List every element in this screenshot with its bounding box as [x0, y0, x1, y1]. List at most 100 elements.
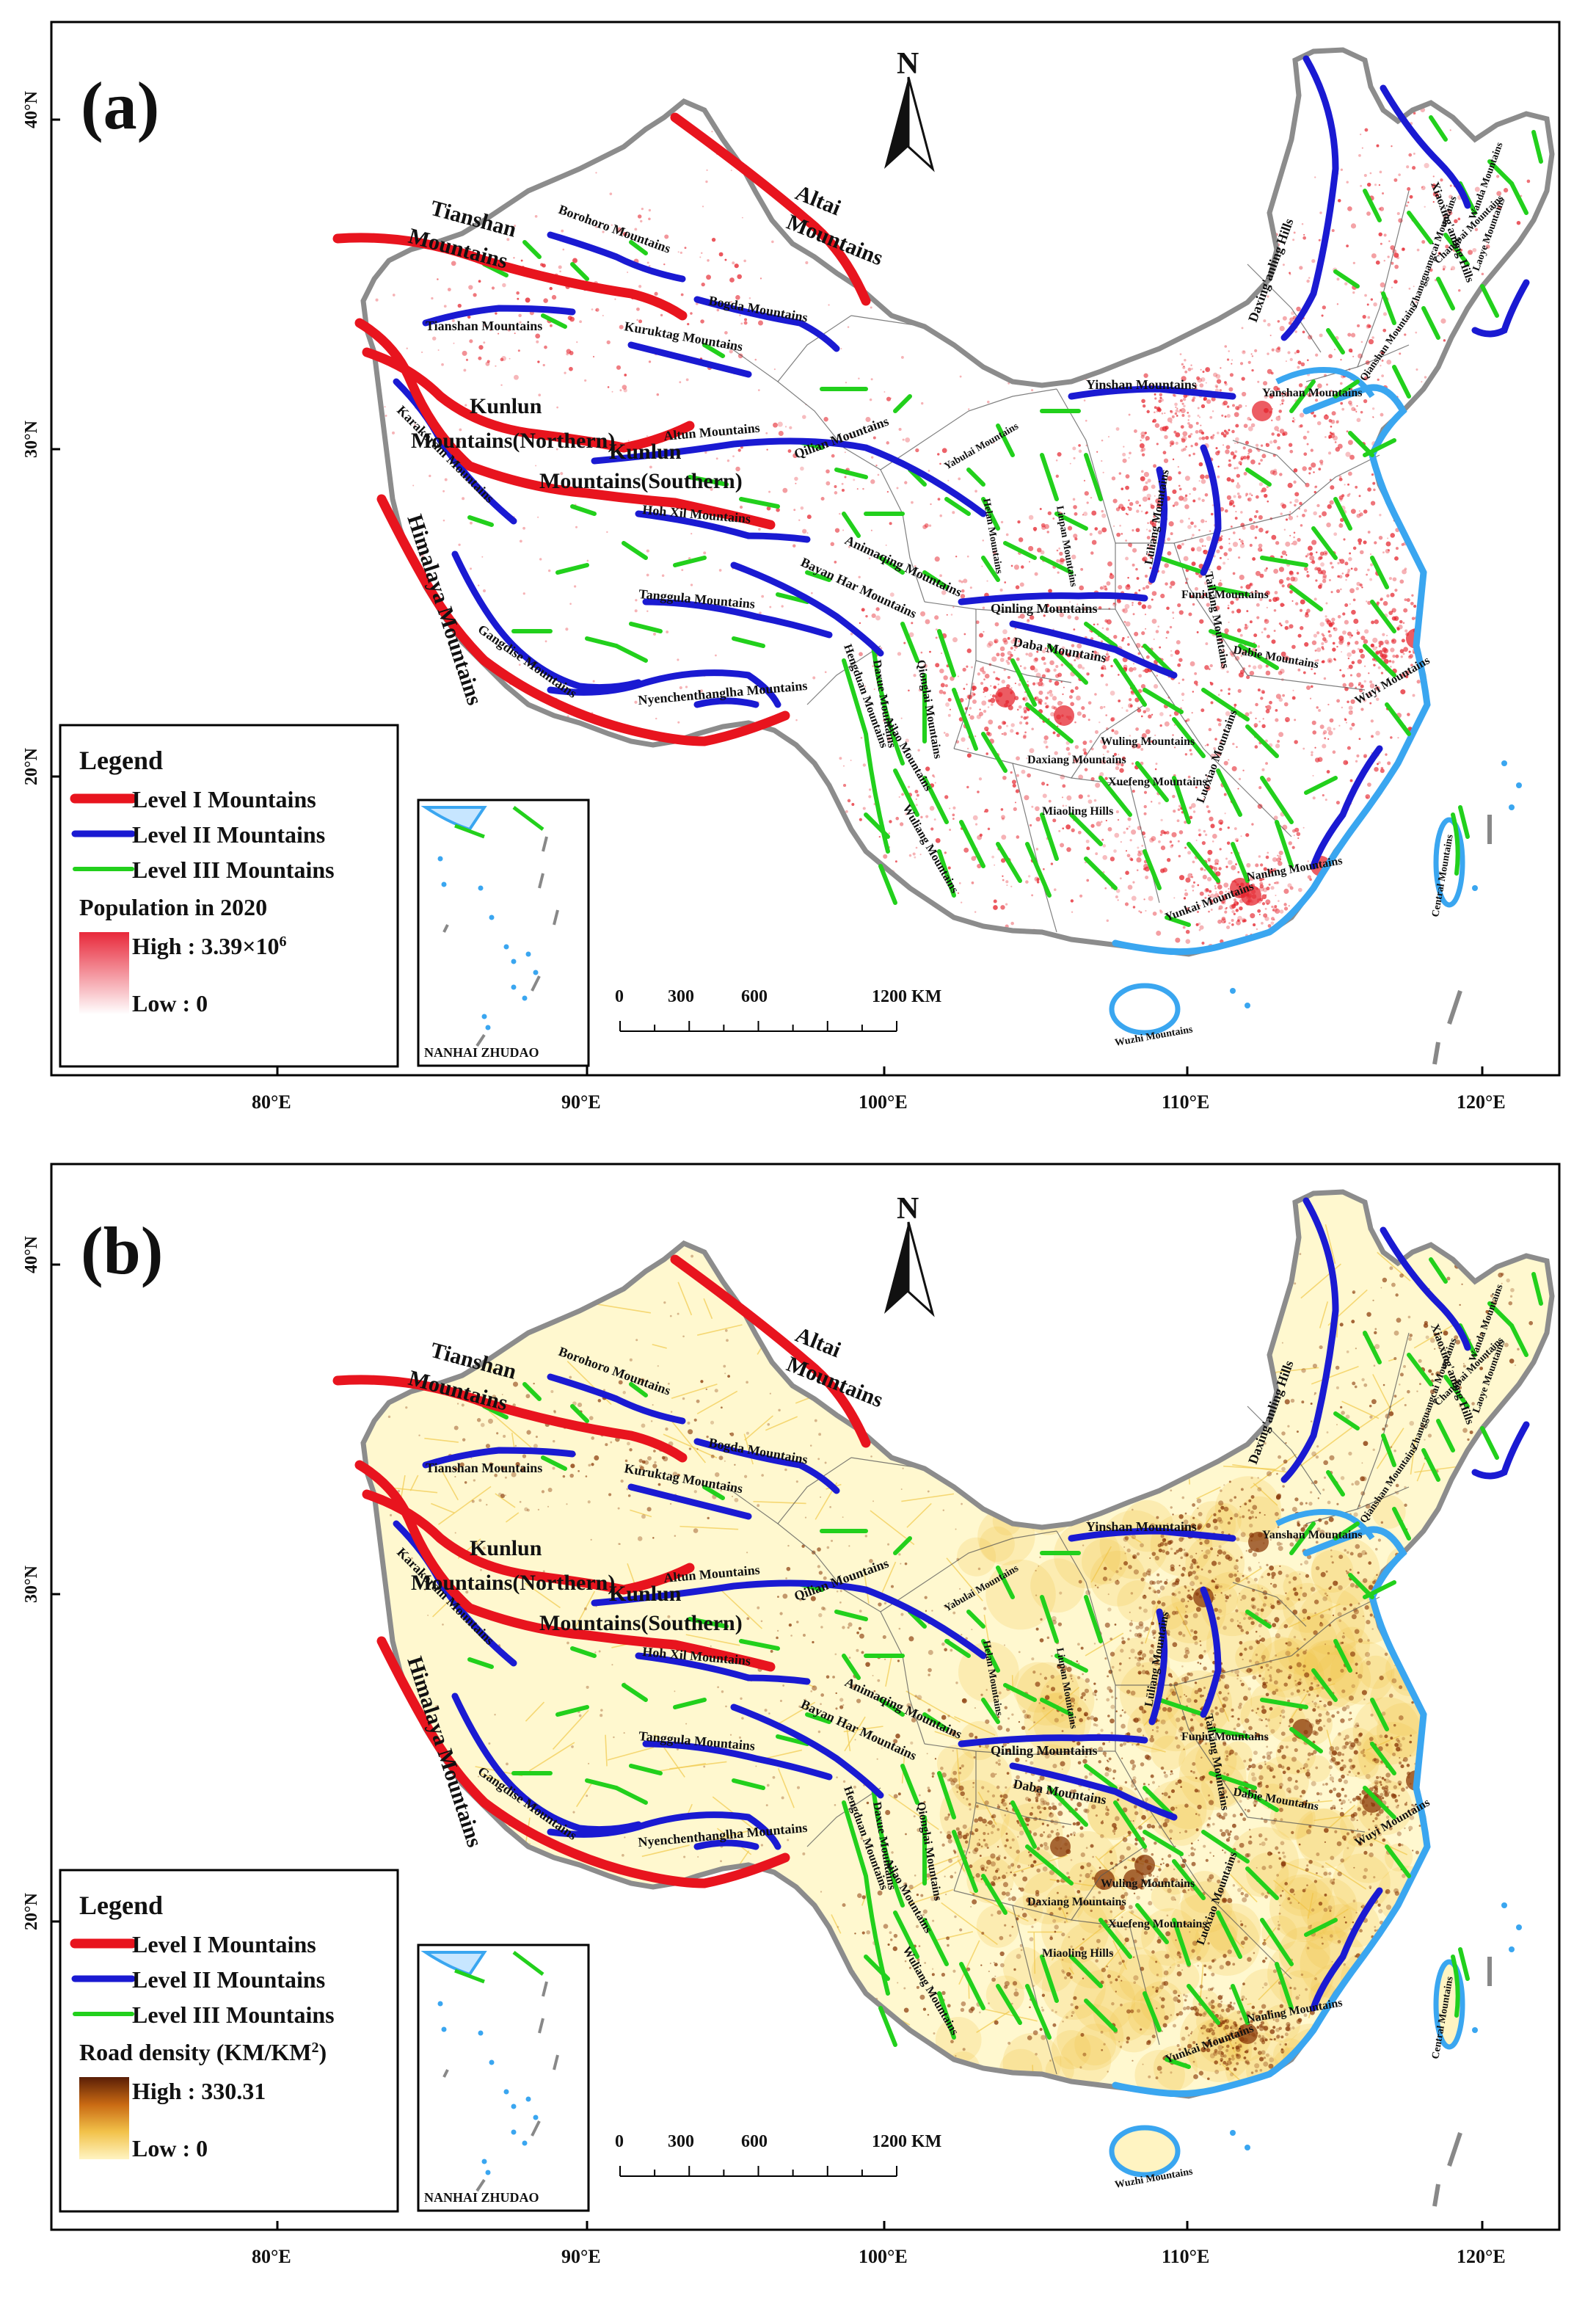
level3-mountain: [1429, 1257, 1448, 1284]
level3-mountain: [937, 1991, 956, 2040]
level3-mountain: [1025, 1844, 1074, 1886]
level3-mountain: [541, 1455, 567, 1471]
level2-mountain: [1009, 1762, 1178, 1821]
island-dot: [1245, 1003, 1250, 1008]
level2-mountain: [422, 1447, 576, 1469]
island-dot: [1245, 2145, 1250, 2150]
level3-mountain: [959, 820, 985, 868]
label-miaoling: Miaoling Hills: [1042, 1947, 1113, 1960]
level3-mountain: [1436, 277, 1455, 310]
level3-mountain: [893, 1910, 919, 1959]
level2-mountain: [1310, 745, 1383, 870]
level3-mountain: [1289, 1521, 1316, 1555]
level2-mountain: [451, 550, 642, 691]
level2-mountain: [1471, 1421, 1530, 1480]
level3-mountain: [981, 1639, 1000, 1673]
level3-mountain: [522, 240, 542, 259]
level2-mountain: [451, 1692, 642, 1833]
level2-mountain: [591, 437, 987, 517]
hainan-island: [1109, 983, 1181, 1036]
level3-mountain: [1003, 541, 1037, 560]
level3-mountain: [1311, 1668, 1338, 1702]
level2-mountain: [1068, 1527, 1236, 1542]
level2-mountain: [627, 1483, 752, 1520]
legend-high: High : 3.39×106: [132, 933, 286, 959]
label-funiu: Funiu Mountains: [1181, 589, 1269, 601]
level3-mountain: [1187, 1984, 1220, 2025]
lon-tick-1: 90°E: [561, 1091, 601, 1113]
level3-mountain: [1113, 658, 1147, 707]
level3-mountain: [541, 313, 567, 329]
lon-tick-2: 100°E: [859, 1091, 908, 1113]
level3-mountain: [878, 556, 905, 575]
level3-mountain: [981, 556, 1000, 582]
level3-mountain: [1480, 1426, 1499, 1460]
level2-mountain: [635, 1652, 811, 1685]
population-map-svg: AltaiMountainsTianshanMountainsKunlunMou…: [22, 21, 1561, 1113]
level3-mountain: [1157, 1698, 1206, 1717]
level3-mountain: [1289, 379, 1316, 413]
level3-mountain: [1245, 1866, 1279, 1900]
legend-level2: Level II Mountains: [132, 1966, 325, 1993]
level3-mountain: [1333, 1639, 1352, 1673]
level3-mountain: [629, 1382, 648, 1397]
bohai-coast: [1275, 367, 1375, 399]
level3-mountain: [871, 1786, 905, 1908]
level3-mountain: [1069, 1955, 1103, 1988]
coastline: [1112, 384, 1431, 956]
scale-bar: 0 300 600 1200 KM: [615, 2132, 941, 2177]
level3-mountain: [1209, 1771, 1257, 1790]
level3-mountain: [1363, 189, 1382, 222]
level1-mountains: [332, 1254, 871, 1888]
level3-mountain: [1010, 1800, 1037, 1849]
level3-mountain: [878, 2006, 897, 2047]
scale-tick-1: 300: [668, 987, 694, 1006]
level3-mountain: [922, 1918, 949, 1966]
legend-level3: Level III Mountains: [132, 2001, 335, 2028]
level3-mountain: [467, 515, 494, 527]
level3-mountain: [1370, 1698, 1389, 1731]
label-funiu: Funiu Mountains: [1181, 1731, 1269, 1743]
label-daxiang: Daxiang Mountains: [1027, 754, 1126, 766]
level3-mountain: [878, 1698, 905, 1717]
level3-mountain: [1333, 497, 1352, 531]
level2-mountain: [1310, 1887, 1383, 2012]
level3-mountain: [1165, 915, 1191, 927]
level3-mountain: [1363, 644, 1396, 677]
island-dot: [1509, 804, 1515, 810]
legend-level1: Level I Mountains: [132, 786, 316, 812]
label-xuefeng: Xuefeng Mountains: [1108, 1918, 1207, 1930]
level3-mountain: [981, 732, 1007, 773]
level3-mountain: [1275, 820, 1294, 868]
level3-mountain: [570, 1646, 597, 1658]
province-borders: [726, 190, 1410, 933]
inset-title: NANHAI ZHUDAO: [424, 2190, 539, 2205]
label-kunlun-s-1: Kunlun: [609, 440, 682, 464]
level1-mountain: [376, 1636, 790, 1888]
level3-mountain: [614, 1786, 648, 1805]
level3-mountain: [1216, 768, 1242, 817]
level3-mountain: [1040, 1955, 1059, 2003]
level3-mountain: [805, 570, 831, 582]
level3-mountain: [1245, 724, 1279, 758]
level3-mountain: [893, 1536, 912, 1555]
level2-mountain: [422, 305, 576, 327]
label-wuling: Wuling Mountains: [1101, 735, 1195, 748]
label-xuefeng: Xuefeng Mountains: [1108, 776, 1207, 788]
level1-mountain: [362, 1489, 695, 1595]
level3-mountain: [1238, 1786, 1279, 1812]
island-dot: [1472, 2027, 1478, 2033]
level2-mountain: [547, 1811, 781, 1850]
bohai-coast: [1275, 1509, 1375, 1541]
level3-mountain: [1172, 1859, 1206, 1900]
level2-mountain: [1380, 84, 1471, 209]
level3-mountain: [937, 849, 956, 898]
level3-mountain: [1143, 688, 1184, 714]
level3-mountain: [555, 563, 589, 575]
label-kunlun-n-2: Mountains(Northern): [411, 1571, 615, 1595]
level3-mountain: [944, 1639, 971, 1658]
level3-mountain: [834, 468, 868, 479]
level3-mountain: [959, 1962, 985, 2010]
level3-mountain: [1209, 585, 1250, 597]
scale-tick-0: 0: [615, 987, 624, 1006]
